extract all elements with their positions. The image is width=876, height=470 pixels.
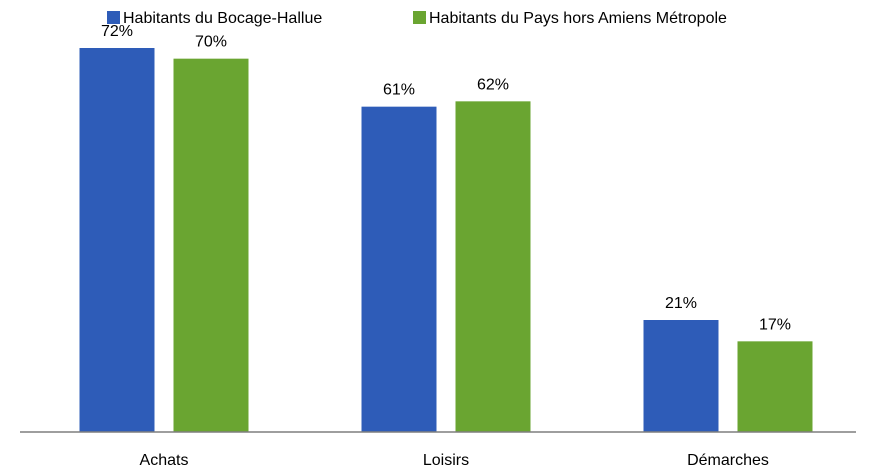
legend-swatch-bocage-hallue	[107, 11, 120, 24]
bar-achats-series-1	[79, 48, 155, 432]
data-label-loisirs-series-2: 62%	[477, 76, 509, 93]
bars	[79, 48, 813, 433]
bar-loisirs-series-2	[455, 101, 531, 432]
data-label-achats-series-2: 70%	[195, 34, 227, 51]
data-labels: 72% 70% 61% 62% 21% 17%	[101, 23, 791, 333]
bar-d-marches-series-2	[737, 341, 813, 432]
bar-loisirs-series-1	[361, 106, 437, 433]
legend: Habitants du Bocage-Hallue Habitants du …	[107, 10, 727, 27]
category-label-achats: Achats	[140, 452, 189, 469]
category-label-d-marches: Démarches	[687, 452, 769, 469]
legend-label-pays-hors-amiens: Habitants du Pays hors Amiens Métropole	[429, 10, 727, 27]
bar-d-marches-series-1	[643, 320, 719, 432]
data-label-d-marches-series-2: 17%	[759, 316, 791, 333]
legend-label-bocage-hallue: Habitants du Bocage-Hallue	[123, 10, 322, 27]
data-label-achats-series-1: 72%	[101, 23, 133, 40]
bar-achats-series-2	[173, 58, 249, 433]
legend-swatch-pays-hors-amiens	[413, 11, 426, 24]
data-label-d-marches-series-1: 21%	[665, 295, 697, 312]
category-labels: Achats Loisirs Démarches	[140, 452, 769, 469]
category-label-loisirs: Loisirs	[423, 452, 469, 469]
data-label-loisirs-series-1: 61%	[383, 82, 415, 99]
